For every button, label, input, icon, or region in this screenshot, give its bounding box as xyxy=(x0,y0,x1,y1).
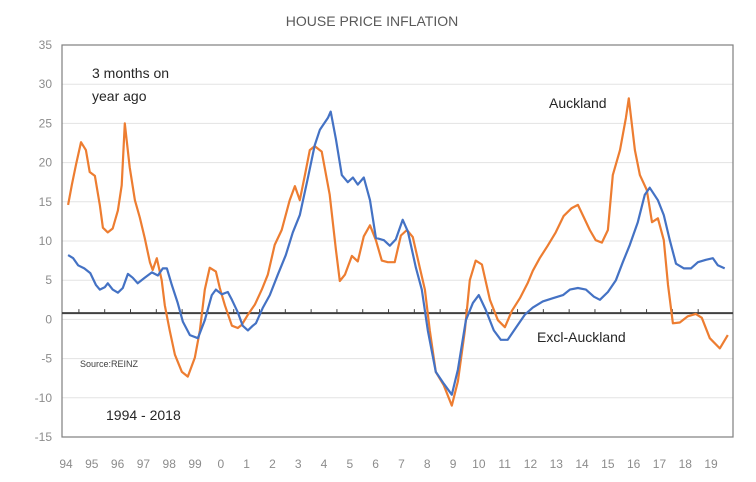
y-tick-label: 30 xyxy=(39,77,53,91)
x-axis-line xyxy=(62,309,733,315)
y-tick-label: -15 xyxy=(35,430,53,444)
y-axis-ticks: 35 30 25 20 15 10 5 0 -5 -10 -15 xyxy=(35,38,53,444)
x-tick-label: 1 xyxy=(243,457,250,471)
x-tick-label: 97 xyxy=(137,457,151,471)
chart-title: HOUSE PRICE INFLATION xyxy=(286,13,458,29)
annotation-period: 1994 - 2018 xyxy=(106,407,181,423)
x-tick-label: 9 xyxy=(450,457,457,471)
annotation-subtitle-line2: year ago xyxy=(92,88,147,104)
series-lines xyxy=(67,97,729,407)
label-excl-auckland: Excl-Auckland xyxy=(537,329,626,345)
annotation-subtitle-line1: 3 months on xyxy=(92,65,169,81)
x-tick-label: 19 xyxy=(704,457,718,471)
x-tick-label: 18 xyxy=(679,457,693,471)
x-tick-label: 8 xyxy=(424,457,431,471)
y-tick-label: 10 xyxy=(39,234,53,248)
label-auckland: Auckland xyxy=(549,95,607,111)
x-tick-label: 11 xyxy=(498,457,511,471)
y-tick-label: -10 xyxy=(35,391,53,405)
x-tick-label: 15 xyxy=(601,457,615,471)
series-line-auckland xyxy=(67,97,729,407)
x-tick-label: 7 xyxy=(398,457,405,471)
x-tick-label: 6 xyxy=(372,457,379,471)
y-tick-label: -5 xyxy=(41,352,52,366)
x-tick-label: 12 xyxy=(524,457,538,471)
x-tick-label: 16 xyxy=(627,457,641,471)
x-tick-label: 96 xyxy=(111,457,125,471)
plot-frame xyxy=(61,44,734,438)
x-tick-label: 98 xyxy=(163,457,177,471)
x-tick-label: 94 xyxy=(59,457,73,471)
y-tick-label: 25 xyxy=(39,116,53,130)
x-tick-label: 95 xyxy=(85,457,99,471)
gridlines xyxy=(62,83,733,399)
annotation-source: Source:REINZ xyxy=(80,359,139,369)
x-axis-ticks: 94 95 96 97 98 99 0 1 2 3 4 5 6 7 8 9 10 11 12 13 14 15 16 17 18… xyxy=(59,457,718,471)
x-tick-label: 2 xyxy=(269,457,276,471)
y-tick-label: 15 xyxy=(39,195,53,209)
x-tick-label: 17 xyxy=(653,457,667,471)
x-tick-label: 0 xyxy=(217,457,224,471)
y-tick-label: 0 xyxy=(45,312,52,326)
x-tick-label: 14 xyxy=(575,457,589,471)
y-tick-label: 5 xyxy=(45,273,52,287)
x-tick-label: 3 xyxy=(295,457,302,471)
y-tick-label: 20 xyxy=(39,156,53,170)
series-line-excl-auckland xyxy=(67,110,726,396)
x-tick-label: 5 xyxy=(346,457,353,471)
x-tick-label: 99 xyxy=(188,457,202,471)
y-tick-label: 35 xyxy=(39,38,53,52)
x-tick-label: 10 xyxy=(472,457,486,471)
x-tick-label: 4 xyxy=(321,457,328,471)
x-tick-label: 13 xyxy=(550,457,564,471)
